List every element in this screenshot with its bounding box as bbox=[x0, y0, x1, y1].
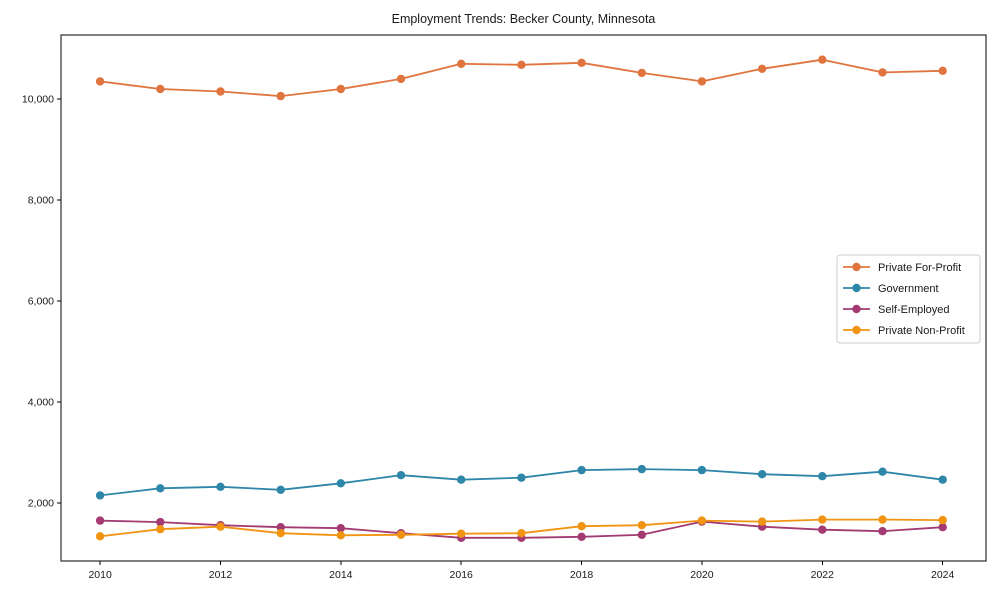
data-point-private-for-profit-2014 bbox=[336, 84, 345, 94]
data-point-self-employed-2010 bbox=[95, 516, 105, 525]
y-tick-label: 10,000 bbox=[22, 94, 54, 106]
data-point-government-2023 bbox=[878, 467, 887, 476]
data-point-self-employed-2019 bbox=[637, 530, 646, 539]
data-point-government-2020 bbox=[697, 465, 707, 475]
data-point-private-non-profit-2012 bbox=[216, 522, 225, 531]
data-point-private-for-profit-2015 bbox=[396, 74, 406, 84]
data-point-self-employed-2023 bbox=[878, 527, 887, 536]
chart-title: Employment Trends: Becker County, Minnes… bbox=[391, 12, 656, 26]
data-point-government-2010 bbox=[95, 491, 105, 500]
data-point-government-2021 bbox=[757, 470, 767, 479]
data-point-private-non-profit-2019 bbox=[637, 521, 646, 530]
legend: Private For-Profit Government Self-Employe… bbox=[836, 254, 981, 344]
x-tick-label: 2020 bbox=[690, 569, 714, 581]
data-point-government-2022 bbox=[818, 472, 827, 481]
data-point-private-non-profit-2013 bbox=[276, 529, 285, 538]
data-point-government-2016 bbox=[457, 475, 466, 484]
legend-label: Self-Employed bbox=[878, 304, 950, 316]
data-point-self-employed-2014 bbox=[336, 524, 345, 533]
data-point-self-employed-2018 bbox=[577, 532, 586, 541]
legend-swatch-marker bbox=[852, 304, 861, 314]
legend-label: Government bbox=[878, 283, 939, 295]
data-point-self-employed-2011 bbox=[156, 517, 165, 527]
data-point-private-non-profit-2017 bbox=[517, 529, 526, 538]
data-point-private-non-profit-2024 bbox=[938, 515, 947, 525]
y-tick-label: 6,000 bbox=[28, 296, 54, 308]
axes-box bbox=[60, 34, 987, 562]
data-point-private-for-profit-2013 bbox=[276, 91, 285, 101]
data-point-private-for-profit-2010 bbox=[95, 77, 105, 86]
data-point-self-employed-2013 bbox=[276, 523, 285, 532]
data-point-government-2012 bbox=[216, 482, 225, 491]
legend-box bbox=[836, 254, 981, 344]
data-point-private-non-profit-2021 bbox=[757, 517, 767, 526]
x-tick-label: 2016 bbox=[450, 569, 474, 581]
data-point-private-for-profit-2020 bbox=[697, 77, 707, 86]
data-point-private-non-profit-2018 bbox=[577, 522, 586, 531]
data-point-government-2011 bbox=[156, 484, 165, 493]
data-point-government-2014 bbox=[336, 479, 345, 488]
x-axis: 2010 2012 2014 2016 2018 2020 2022 2024 bbox=[88, 561, 955, 581]
data-point-government-2013 bbox=[276, 485, 285, 494]
data-point-private-for-profit-2011 bbox=[156, 84, 165, 94]
data-point-private-non-profit-2015 bbox=[396, 530, 406, 539]
data-point-government-2024 bbox=[938, 475, 947, 484]
series-line-government bbox=[99, 468, 944, 497]
data-point-private-non-profit-2020 bbox=[697, 516, 707, 525]
legend-swatch-marker bbox=[852, 325, 861, 335]
legend-item-private-for-profit: Private For-Profit bbox=[843, 262, 961, 274]
legend-swatch-marker bbox=[852, 262, 861, 272]
x-tick-label: 2024 bbox=[931, 569, 955, 581]
data-point-private-for-profit-2022 bbox=[818, 55, 827, 64]
series-private-for-profit bbox=[95, 55, 947, 101]
data-point-private-non-profit-2011 bbox=[156, 525, 165, 534]
data-point-private-for-profit-2023 bbox=[878, 68, 887, 77]
y-tick-label: 4,000 bbox=[28, 396, 54, 408]
legend-item-private-non-profit: Private Non-Profit bbox=[843, 325, 965, 337]
data-point-private-non-profit-2014 bbox=[336, 531, 345, 540]
data-point-self-employed-2024 bbox=[938, 523, 947, 532]
x-tick-label: 2014 bbox=[329, 569, 353, 581]
y-axis: 2,000 4,000 6,000 8,000 10,000 bbox=[22, 94, 61, 509]
x-tick-label: 2010 bbox=[88, 569, 112, 581]
y-tick-label: 8,000 bbox=[28, 195, 54, 207]
y-tick-label: 2,000 bbox=[28, 497, 54, 509]
data-point-government-2018 bbox=[577, 465, 586, 475]
series-private-non-profit bbox=[95, 515, 947, 541]
legend-label: Private For-Profit bbox=[878, 262, 961, 274]
data-point-private-for-profit-2017 bbox=[517, 60, 526, 69]
x-tick-label: 2022 bbox=[811, 569, 835, 581]
data-point-self-employed-2022 bbox=[818, 525, 827, 534]
data-point-private-for-profit-2018 bbox=[577, 58, 586, 67]
x-tick-label: 2012 bbox=[209, 569, 233, 581]
data-point-private-for-profit-2016 bbox=[457, 59, 466, 68]
data-point-private-non-profit-2016 bbox=[457, 529, 466, 538]
series-government bbox=[95, 464, 947, 500]
data-point-private-for-profit-2021 bbox=[757, 64, 767, 74]
x-tick-label: 2018 bbox=[570, 569, 594, 581]
data-point-government-2019 bbox=[637, 464, 646, 474]
data-point-private-non-profit-2023 bbox=[878, 515, 887, 524]
data-point-private-for-profit-2012 bbox=[216, 87, 225, 96]
data-point-private-for-profit-2019 bbox=[637, 68, 646, 78]
legend-swatch-marker bbox=[852, 283, 861, 293]
data-point-government-2015 bbox=[396, 471, 406, 480]
data-point-private-non-profit-2010 bbox=[95, 532, 105, 541]
legend-item-government: Government bbox=[843, 283, 939, 295]
data-point-government-2017 bbox=[517, 473, 526, 482]
data-point-private-for-profit-2024 bbox=[938, 66, 947, 76]
legend-label: Private Non-Profit bbox=[878, 325, 965, 337]
legend-item-self-employed: Self-Employed bbox=[843, 304, 950, 316]
data-point-private-non-profit-2022 bbox=[818, 515, 827, 524]
